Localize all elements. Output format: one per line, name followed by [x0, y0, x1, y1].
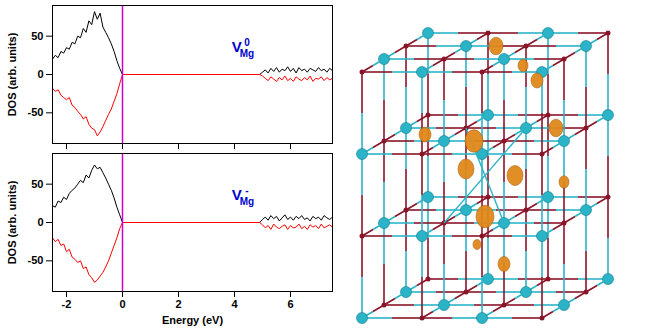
- svg-text:DOS (arb. units): DOS (arb. units): [6, 32, 18, 116]
- svg-text:-50: -50: [28, 106, 44, 118]
- svg-text:4: 4: [231, 298, 238, 310]
- svg-text:-2: -2: [62, 298, 72, 310]
- svg-text:-50: -50: [28, 254, 44, 266]
- svg-text:Energy (eV): Energy (eV): [162, 314, 223, 326]
- svg-text:6: 6: [287, 298, 293, 310]
- svg-text:50: 50: [31, 30, 43, 42]
- svg-text:V0Mg: V0Mg: [232, 37, 254, 59]
- svg-text:V-Mg: V-Mg: [232, 185, 254, 207]
- svg-text:0: 0: [37, 216, 43, 228]
- svg-text:50: 50: [31, 178, 43, 190]
- svg-text:2: 2: [175, 298, 181, 310]
- svg-text:0: 0: [119, 298, 125, 310]
- svg-text:0: 0: [37, 68, 43, 80]
- svg-text:DOS (arb. units): DOS (arb. units): [6, 180, 18, 264]
